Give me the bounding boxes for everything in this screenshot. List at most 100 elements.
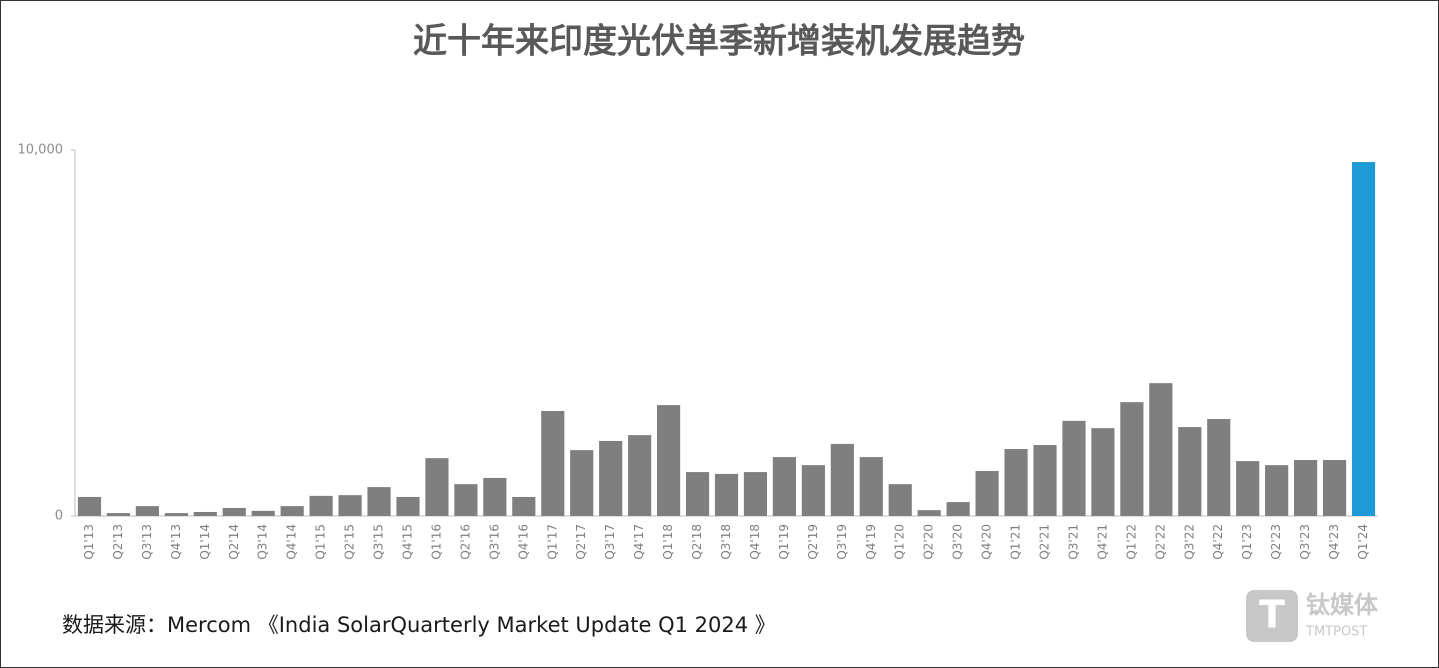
x-tick-label: Q4'14 xyxy=(285,524,299,560)
x-tick-label: Q2'23 xyxy=(1269,524,1283,560)
x-tick-label: Q2'17 xyxy=(574,524,588,560)
x-tick-label: Q2'16 xyxy=(458,524,472,560)
bar xyxy=(599,440,623,516)
bar xyxy=(512,496,536,516)
chart-title: 近十年来印度光伏单季新增装机发展趋势 xyxy=(413,22,1025,62)
bar xyxy=(193,511,217,516)
source-note: 数据来源：Mercom 《India SolarQuarterly Market… xyxy=(62,613,776,637)
bar xyxy=(859,457,883,516)
x-tick-label: Q2'21 xyxy=(1038,524,1052,560)
bar xyxy=(425,458,449,516)
bar xyxy=(1265,465,1289,516)
x-tick-label: Q1'21 xyxy=(1009,524,1023,560)
x-tick-label: Q2'19 xyxy=(806,524,820,560)
bar xyxy=(1149,383,1173,516)
bar xyxy=(1178,427,1202,516)
x-tick-label: Q1'13 xyxy=(82,524,96,560)
x-tick-label: Q1'18 xyxy=(661,524,675,560)
bar xyxy=(570,450,594,516)
bar xyxy=(251,510,275,516)
x-tick-label: Q1'15 xyxy=(314,524,328,560)
x-tick-label: Q1'19 xyxy=(777,524,791,560)
x-tick-label: Q3'17 xyxy=(603,524,617,560)
bar xyxy=(975,470,999,516)
watermark-icon-letter: T xyxy=(1259,593,1285,637)
bar xyxy=(801,465,825,516)
bar xyxy=(396,496,420,516)
x-tick-label: Q2'14 xyxy=(227,524,241,560)
x-tick-label: Q2'20 xyxy=(922,524,936,560)
bar xyxy=(1294,460,1318,516)
x-tick-label: Q1'14 xyxy=(198,524,212,560)
x-tick-label: Q4'20 xyxy=(980,524,994,560)
bar xyxy=(830,443,854,516)
watermark-sub: TMTPOST xyxy=(1305,625,1367,640)
bar xyxy=(1033,444,1057,516)
bar xyxy=(106,513,131,516)
bar xyxy=(454,484,478,516)
y-tick-label: 0 xyxy=(55,509,63,524)
watermark-icon xyxy=(1246,590,1298,642)
bar xyxy=(541,410,565,516)
x-tick-label: Q1'20 xyxy=(893,524,907,560)
watermark-name: 钛媒体 xyxy=(1306,591,1379,619)
bar xyxy=(1322,460,1347,516)
x-tick-label: Q4'13 xyxy=(169,524,183,560)
x-tick-label: Q4'19 xyxy=(864,524,878,560)
x-tick-label: Q2'13 xyxy=(111,524,125,560)
x-tick-label: Q1'16 xyxy=(429,524,443,560)
x-tick-label: Q3'20 xyxy=(951,524,965,560)
x-tick-label: Q3'16 xyxy=(487,524,501,560)
bar xyxy=(483,477,507,516)
x-tick-label: Q3'19 xyxy=(835,524,849,560)
bar xyxy=(1091,428,1115,516)
x-tick-label: Q3'13 xyxy=(140,524,154,560)
bar xyxy=(338,495,362,516)
bar xyxy=(1236,461,1260,516)
x-tick-label: Q4'16 xyxy=(516,524,530,560)
bar xyxy=(309,495,333,516)
bar xyxy=(367,487,391,516)
x-tick-label: Q2'15 xyxy=(343,524,357,560)
bar xyxy=(772,457,796,516)
x-tick-label: Q3'23 xyxy=(1298,524,1312,560)
bar xyxy=(280,506,304,516)
bar xyxy=(1351,162,1376,516)
bar xyxy=(1062,420,1086,516)
bar xyxy=(917,510,941,516)
bar xyxy=(1120,402,1144,516)
bar xyxy=(946,502,970,516)
x-tick-label: Q4'23 xyxy=(1327,524,1341,560)
bar xyxy=(1207,419,1231,516)
x-tick-label: Q2'18 xyxy=(690,524,704,560)
x-tick-label: Q1'24 xyxy=(1356,524,1370,560)
bar xyxy=(222,507,246,516)
x-tick-label: Q3'22 xyxy=(1182,524,1196,560)
x-tick-label: Q4'17 xyxy=(632,524,646,560)
bar xyxy=(888,484,912,516)
bar xyxy=(77,496,102,516)
bar xyxy=(164,513,188,516)
x-tick-label: Q1'17 xyxy=(545,524,559,560)
x-tick-label: Q3'21 xyxy=(1066,524,1080,560)
bar xyxy=(628,435,652,516)
bar xyxy=(135,506,159,516)
x-tick-label: Q1'23 xyxy=(1240,524,1254,560)
bar xyxy=(743,472,768,516)
x-tick-label: Q1'22 xyxy=(1124,524,1138,560)
x-tick-label: Q3'18 xyxy=(719,524,733,560)
x-tick-label: Q4'15 xyxy=(400,524,414,560)
x-tick-label: Q2'22 xyxy=(1153,524,1167,560)
bar xyxy=(685,472,710,516)
bar xyxy=(657,405,681,516)
bar xyxy=(714,473,739,516)
bar xyxy=(1004,449,1028,516)
y-tick-label: 10,000 xyxy=(18,143,64,158)
x-tick-label: Q4'22 xyxy=(1211,524,1225,560)
x-tick-label: Q3'14 xyxy=(256,524,270,560)
x-tick-label: Q3'15 xyxy=(372,524,386,560)
x-tick-label: Q4'21 xyxy=(1095,524,1109,560)
x-tick-label: Q4'18 xyxy=(748,524,762,560)
